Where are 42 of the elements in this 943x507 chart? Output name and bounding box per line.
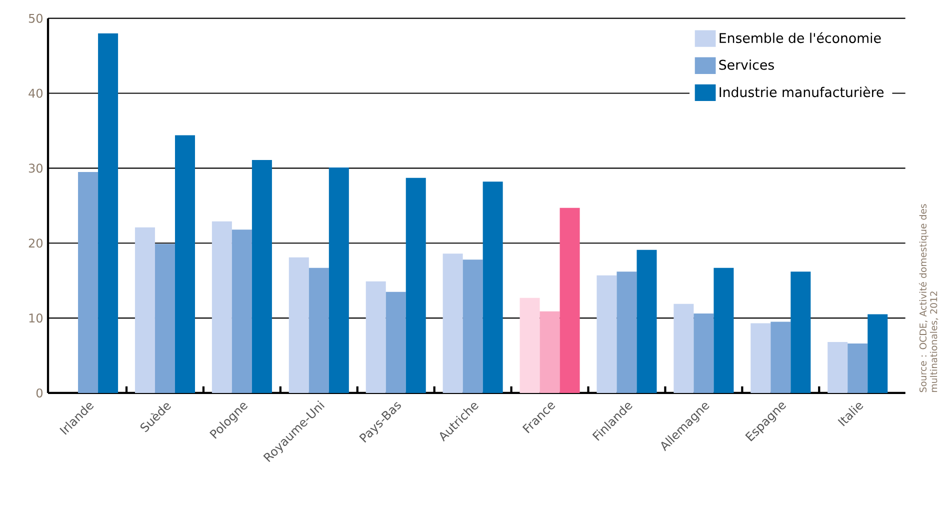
bar xyxy=(288,257,309,393)
bar xyxy=(714,268,734,393)
bar xyxy=(560,208,580,393)
bar xyxy=(868,314,888,393)
bar xyxy=(462,260,483,393)
y-tick-label: 20 xyxy=(28,238,43,248)
y-tick-label: 30 xyxy=(28,164,43,173)
bar xyxy=(98,33,118,393)
bar xyxy=(828,342,848,393)
bar xyxy=(750,323,771,393)
bar xyxy=(154,244,175,393)
bar xyxy=(406,178,426,393)
bar xyxy=(252,160,272,393)
legend-label: Ensemble de l'économie xyxy=(720,32,881,44)
bar xyxy=(366,281,386,393)
bar xyxy=(482,182,503,393)
y-tick-label: 40 xyxy=(28,88,43,98)
legend-label: Services xyxy=(719,60,774,70)
legend-label: Industrie manufacturière xyxy=(720,86,884,98)
bar xyxy=(442,254,463,393)
bar xyxy=(770,322,791,393)
bar xyxy=(134,227,155,393)
y-tick-label: 50 xyxy=(28,14,43,23)
bar xyxy=(520,298,540,393)
bar xyxy=(596,275,617,393)
bar xyxy=(232,230,252,393)
bar xyxy=(790,272,811,393)
bar xyxy=(616,272,637,393)
bar xyxy=(636,250,657,393)
bar xyxy=(308,268,329,393)
bar xyxy=(674,304,694,393)
bar xyxy=(694,314,714,393)
bar xyxy=(212,221,232,393)
bar xyxy=(540,311,560,393)
bar xyxy=(328,167,349,393)
bar xyxy=(848,344,868,393)
bar xyxy=(174,135,195,393)
bar xyxy=(386,292,406,393)
source-note: Source : OCDE, Activité domestique des multinationales, 2012 xyxy=(918,204,938,392)
y-tick-label: 0 xyxy=(36,388,43,398)
y-tick-label: 10 xyxy=(29,314,43,323)
bar xyxy=(78,172,98,393)
